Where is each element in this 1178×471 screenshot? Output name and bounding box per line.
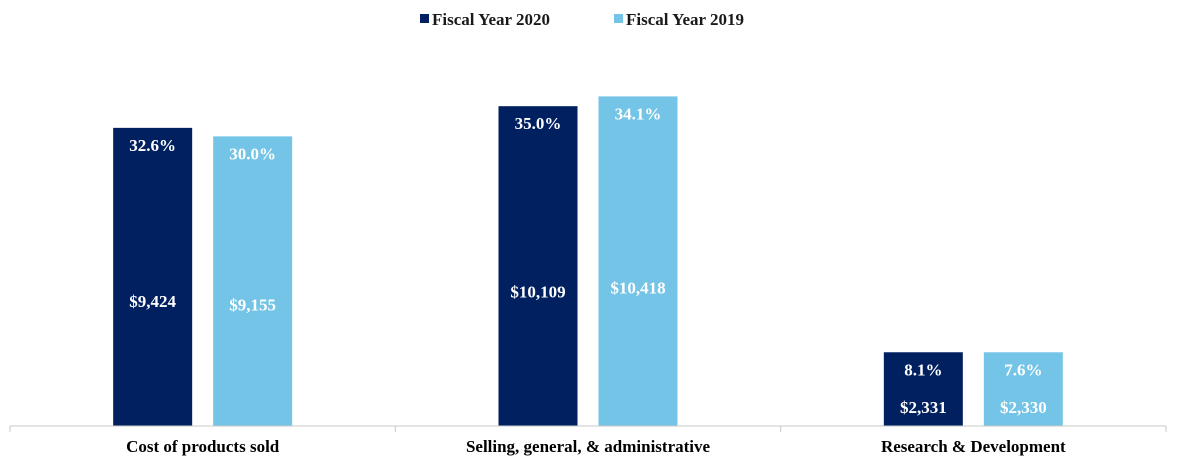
legend-swatch-fiscal-year-2019 [614, 14, 623, 23]
bar-cost-of-products-sold-fiscal-year-2020 [113, 127, 193, 426]
legend-label-fiscal-year-2019: Fiscal Year 2019 [626, 10, 744, 29]
legend: Fiscal Year 2020 Fiscal Year 2019 [420, 10, 744, 29]
value-label-cost-of-products-sold-fiscal-year-2019: $9,155 [229, 295, 276, 314]
bar-selling-general-administrative-fiscal-year-2019 [598, 96, 678, 427]
value-label-cost-of-products-sold-fiscal-year-2020: $9,424 [129, 292, 176, 311]
x-axis: Cost of products sold Selling, general, &… [9, 425, 1167, 456]
value-label-selling-general-administrative-fiscal-year-2020: $10,109 [510, 283, 565, 302]
bar-research-development-fiscal-year-2019 [983, 352, 1063, 426]
legend-swatch-fiscal-year-2020 [420, 14, 429, 23]
percent-label-selling-general-administrative-fiscal-year-2020: 35.0% [515, 114, 562, 133]
percent-label-selling-general-administrative-fiscal-year-2019: 34.1% [615, 104, 662, 123]
bar-cost-of-products-sold-fiscal-year-2019 [213, 136, 293, 427]
percent-label-cost-of-products-sold-fiscal-year-2019: 30.0% [229, 144, 276, 163]
category-label-selling-general-administrative: Selling, general, & administrative [466, 437, 711, 456]
value-label-research-development-fiscal-year-2020: $2,331 [900, 398, 947, 417]
value-label-research-development-fiscal-year-2019: $2,330 [1000, 398, 1047, 417]
legend-label-fiscal-year-2020: Fiscal Year 2020 [432, 10, 550, 29]
percent-label-cost-of-products-sold-fiscal-year-2020: 32.6% [129, 136, 176, 155]
percent-label-research-development-fiscal-year-2019: 7.6% [1004, 360, 1042, 379]
bar-selling-general-administrative-fiscal-year-2020 [498, 106, 578, 427]
category-label-research-development: Research & Development [881, 437, 1066, 456]
percent-label-research-development-fiscal-year-2020: 8.1% [904, 360, 942, 379]
category-label-cost-of-products-sold: Cost of products sold [126, 437, 280, 456]
value-label-selling-general-administrative-fiscal-year-2019: $10,418 [610, 279, 665, 298]
bar-labels: 32.6% $9,424 30.0% $9,155 35.0% $10,109 34.1% $… [129, 104, 1046, 417]
bar-research-development-fiscal-year-2020 [883, 352, 963, 426]
bars [113, 96, 1063, 427]
